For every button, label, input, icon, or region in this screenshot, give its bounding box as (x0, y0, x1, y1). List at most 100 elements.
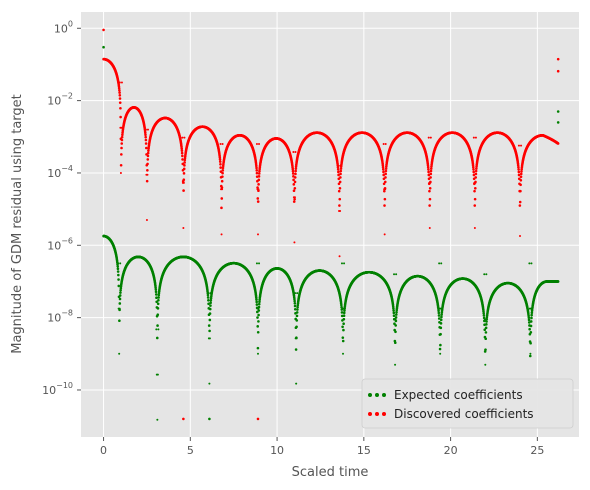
x-axis-label: Scaled time (292, 465, 369, 480)
data-point (294, 151, 297, 154)
data-point (219, 163, 222, 166)
data-point (155, 336, 159, 340)
data-point (292, 200, 296, 203)
data-point (120, 81, 123, 84)
data-point (384, 142, 387, 145)
data-point (517, 170, 521, 174)
data-point (343, 262, 346, 265)
data-point (154, 288, 158, 291)
data-point (427, 170, 430, 174)
data-point-minimum (439, 352, 442, 355)
data-point (518, 200, 522, 204)
data-point (118, 297, 122, 301)
data-point (337, 182, 341, 186)
data-point (341, 336, 345, 339)
data-point (182, 189, 185, 192)
data-point (208, 337, 211, 340)
data-point (439, 332, 442, 336)
data-point (427, 136, 430, 139)
data-point (117, 284, 121, 288)
data-point-minimum (342, 352, 345, 355)
data-point (146, 151, 150, 155)
data-point (474, 186, 477, 190)
data-point (257, 175, 261, 178)
data-point-minimum (428, 227, 431, 230)
data-point-minimum (394, 363, 397, 366)
data-point (393, 341, 397, 344)
data-point (209, 299, 213, 302)
data-point (437, 317, 441, 320)
data-point (181, 154, 184, 158)
data-point (143, 131, 147, 134)
data-point (440, 315, 443, 319)
data-point (293, 197, 296, 201)
data-point (485, 323, 488, 326)
data-point (145, 179, 149, 183)
data-point (342, 328, 345, 332)
data-point (384, 169, 388, 173)
data-point (156, 302, 160, 306)
data-point-minimum (220, 233, 223, 236)
y-tick-label: 100 (54, 19, 73, 35)
data-point (256, 330, 260, 334)
data-point-minimum (473, 227, 476, 230)
data-point (218, 158, 222, 161)
data-point (527, 318, 531, 322)
data-point (157, 299, 160, 302)
data-point (120, 146, 123, 150)
data-point-minimum (182, 227, 185, 230)
data-point (474, 172, 478, 176)
data-point (294, 167, 298, 170)
data-point-outlier (556, 57, 560, 61)
data-point (255, 142, 258, 145)
data-point (473, 197, 477, 201)
data-point (395, 313, 398, 316)
data-point (395, 273, 398, 276)
data-point (182, 181, 185, 184)
data-point-minimum (145, 219, 148, 222)
data-point (340, 303, 343, 307)
y-tick-label: 10−6 (47, 236, 73, 252)
data-point (183, 164, 186, 167)
data-point (437, 314, 441, 317)
x-tick-label: 20 (444, 444, 458, 457)
data-point (182, 172, 186, 175)
data-point (475, 167, 478, 170)
data-point (255, 262, 258, 265)
data-point (483, 328, 487, 332)
data-point-minimum (295, 382, 298, 385)
data-point (294, 292, 297, 295)
data-point (293, 180, 297, 184)
data-point (257, 305, 261, 309)
data-point (338, 204, 341, 207)
data-point (426, 163, 430, 167)
data-point (117, 262, 120, 265)
data-point (437, 309, 440, 313)
data-point (156, 324, 159, 327)
data-point-outlier (556, 110, 560, 113)
data-point (257, 320, 260, 323)
data-point (146, 169, 149, 172)
data-point (520, 144, 523, 147)
data-point (428, 189, 431, 193)
data-point (439, 343, 442, 347)
data-point (426, 165, 430, 169)
data-point (180, 147, 184, 150)
data-point (118, 308, 121, 312)
data-point (292, 178, 295, 182)
data-point (291, 169, 295, 173)
data-point (440, 313, 443, 316)
data-point (383, 186, 387, 190)
series-0 (102, 45, 560, 421)
data-point (484, 348, 487, 351)
data-point (256, 186, 259, 189)
data-point (529, 331, 533, 334)
data-point (439, 318, 443, 322)
grid-lines (81, 12, 579, 437)
data-point (342, 317, 346, 321)
data-point (339, 172, 342, 176)
data-point (383, 189, 386, 193)
data-point (474, 136, 477, 139)
data-point (254, 296, 258, 299)
data-point (294, 348, 298, 351)
